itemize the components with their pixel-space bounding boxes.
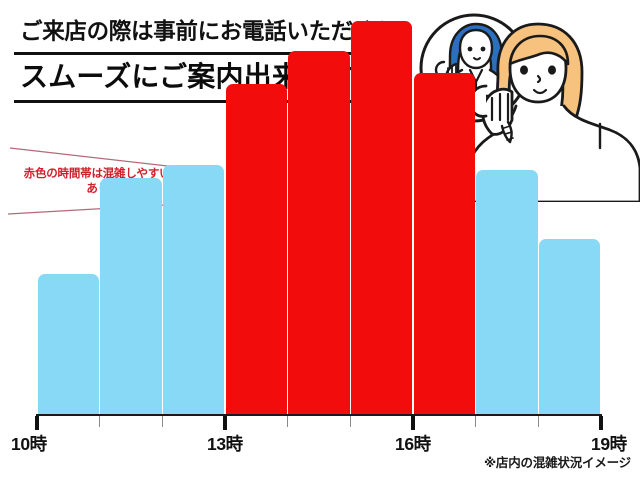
x-axis-tick-major (223, 416, 227, 430)
illustration-woman-on-phone (412, 2, 640, 202)
x-axis-tick-minor (98, 416, 101, 427)
headline-line-1: ご来店の際は事前にお電話いただくと (20, 19, 398, 44)
x-axis-tick-label: 19時 (591, 434, 627, 454)
annotation-line-1: 赤色の時間帯は混雑しやすい傾向に (23, 168, 205, 180)
chart-bar (539, 239, 601, 415)
chart-bar (163, 164, 225, 415)
x-axis-tick-major (599, 416, 603, 430)
headline-divider-top (14, 52, 400, 56)
x-axis-tick-major (35, 416, 39, 430)
chart-bar (37, 273, 99, 415)
x-axis-tick-label: 10時 (11, 434, 47, 454)
x-axis-tick-minor (474, 416, 477, 427)
chart-plot-area (37, 0, 601, 415)
x-axis-tick-major (411, 416, 415, 430)
x-axis-line (36, 414, 602, 416)
chart-bar (351, 20, 413, 415)
x-axis-tick-minor (286, 416, 289, 427)
chart-bar (476, 170, 538, 415)
x-axis-tick-minor (537, 416, 540, 427)
x-axis-tick-label: 13時 (207, 434, 243, 454)
x-axis-tick-label: 16時 (395, 434, 431, 454)
chart-bar (100, 178, 162, 415)
x-axis-tick-minor (161, 416, 164, 427)
chart-bar (413, 73, 475, 415)
chart-bar (288, 51, 350, 415)
chart-footnote: ※店内の混雑状況イメージ (483, 456, 631, 470)
x-axis-tick-minor (349, 416, 352, 427)
chart-bar (225, 84, 287, 415)
headline-divider-bottom (14, 100, 400, 103)
